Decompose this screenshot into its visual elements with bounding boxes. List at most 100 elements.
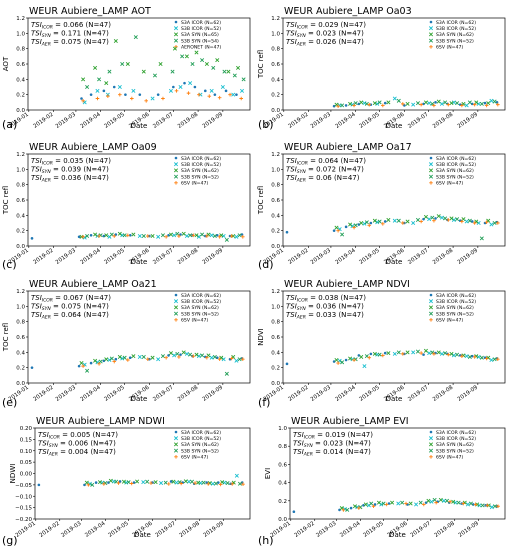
legend-entry: S3A SYN (N=62) (181, 442, 219, 448)
legend-entry: AERONET (N=47) (181, 45, 221, 51)
data-point (151, 481, 154, 484)
data-point (179, 481, 183, 486)
data-point (467, 100, 472, 105)
x-tick-label: 2019-02 (32, 248, 54, 266)
data-point (429, 499, 434, 504)
data-point (117, 84, 122, 90)
data-point (448, 499, 452, 504)
legend-marker (173, 32, 179, 37)
data-point (97, 234, 101, 238)
data-point (434, 217, 437, 220)
y-tick-label: 0.20 (20, 426, 33, 432)
data-point (386, 217, 391, 222)
data-point (131, 88, 136, 93)
data-point (112, 234, 117, 238)
legend-marker (174, 318, 178, 322)
panel-letter: (d) (258, 258, 274, 271)
y-tick-label: 1.0 (16, 304, 25, 310)
x-tick-label: 2019-09 (202, 247, 225, 265)
data-point (376, 500, 381, 505)
data-point (400, 221, 405, 225)
x-tick-label: 2019-08 (179, 520, 202, 538)
data-point (189, 479, 195, 484)
legend-entry: S3A ICOR (N=62) (436, 293, 476, 299)
y-tick-label: 0.0 (16, 381, 25, 387)
legend-entry: 6SV (N=47) (181, 181, 208, 187)
y-tick-label: 0.4 (271, 350, 280, 356)
data-point (419, 219, 423, 224)
data-point (184, 54, 189, 59)
data-point (332, 104, 336, 108)
data-point (446, 102, 451, 107)
data-point (217, 357, 222, 362)
x-axis-label: Date (386, 122, 403, 130)
data-point (460, 354, 464, 358)
data-point (126, 480, 131, 485)
y-tick-label: 0.4 (16, 213, 25, 219)
data-point (468, 501, 473, 506)
data-point (224, 371, 229, 376)
y-tick-label: −0.20 (15, 517, 32, 523)
data-point (150, 96, 155, 101)
data-point (104, 233, 109, 238)
data-point (229, 234, 234, 238)
data-point (95, 96, 100, 101)
data-point (205, 481, 208, 484)
data-point (234, 234, 239, 239)
y-tick-label: 0.6 (271, 62, 280, 68)
legend-marker (429, 20, 433, 24)
x-tick-label: 2019-03 (310, 384, 333, 402)
chart-title: WEUR Aubiere_LAMP EVI (291, 416, 409, 427)
data-point (225, 481, 230, 486)
y-tick-label: 0.4 (271, 77, 280, 83)
data-point (128, 356, 132, 360)
chart-title: WEUR Aubiere_LAMP Oa21 (29, 279, 157, 290)
data-point (184, 351, 189, 356)
x-tick-label: 2019-04 (339, 520, 362, 538)
data-point (344, 358, 348, 362)
x-tick-label: 2019-08 (432, 384, 455, 402)
data-point (427, 351, 432, 356)
data-point (472, 102, 477, 107)
data-point (334, 225, 339, 230)
data-point (436, 99, 441, 104)
legend-entry: S3B ICOR (N=52) (436, 26, 476, 32)
data-point (164, 355, 168, 360)
data-point (156, 357, 161, 362)
y-tick-label: −0.05 (15, 483, 32, 489)
data-point (430, 215, 435, 220)
tsi-annotation: TSIICOR = 0.005 (N=47) (38, 431, 118, 441)
x-tick-label: 2019-07 (407, 384, 430, 402)
x-tick-label: 2019-02 (294, 521, 316, 539)
data-point (153, 480, 158, 485)
data-point (285, 230, 289, 234)
y-tick-label: 1.2 (271, 16, 280, 22)
data-point (196, 354, 201, 359)
data-point (353, 101, 358, 106)
data-point (496, 504, 500, 509)
y-tick-label: 1.0 (278, 426, 287, 432)
tsi-annotation: TSISYN = 0.036 (N=47) (286, 303, 364, 313)
data-point (194, 233, 199, 238)
data-point (349, 506, 353, 510)
data-point (239, 96, 244, 101)
y-tick-label: 1.0 (271, 304, 280, 310)
legend-marker (428, 299, 434, 304)
panel-letter: (h) (258, 534, 274, 547)
data-point (89, 361, 93, 365)
x-tick-label: 2019-04 (335, 247, 358, 265)
data-point (98, 359, 103, 364)
data-point (472, 355, 477, 359)
data-point (175, 351, 180, 356)
legend-marker (429, 430, 433, 434)
y-tick-label: 0.2 (16, 229, 25, 235)
x-axis-label: Date (131, 122, 148, 130)
data-point (160, 233, 165, 238)
data-point (150, 355, 155, 360)
data-point (177, 355, 181, 359)
y-tick-label: 0.15 (20, 437, 33, 443)
data-point (363, 502, 368, 507)
x-tick-label: 2019-09 (457, 111, 480, 129)
data-point (234, 473, 239, 478)
x-tick-label: 2019-01 (15, 521, 37, 539)
